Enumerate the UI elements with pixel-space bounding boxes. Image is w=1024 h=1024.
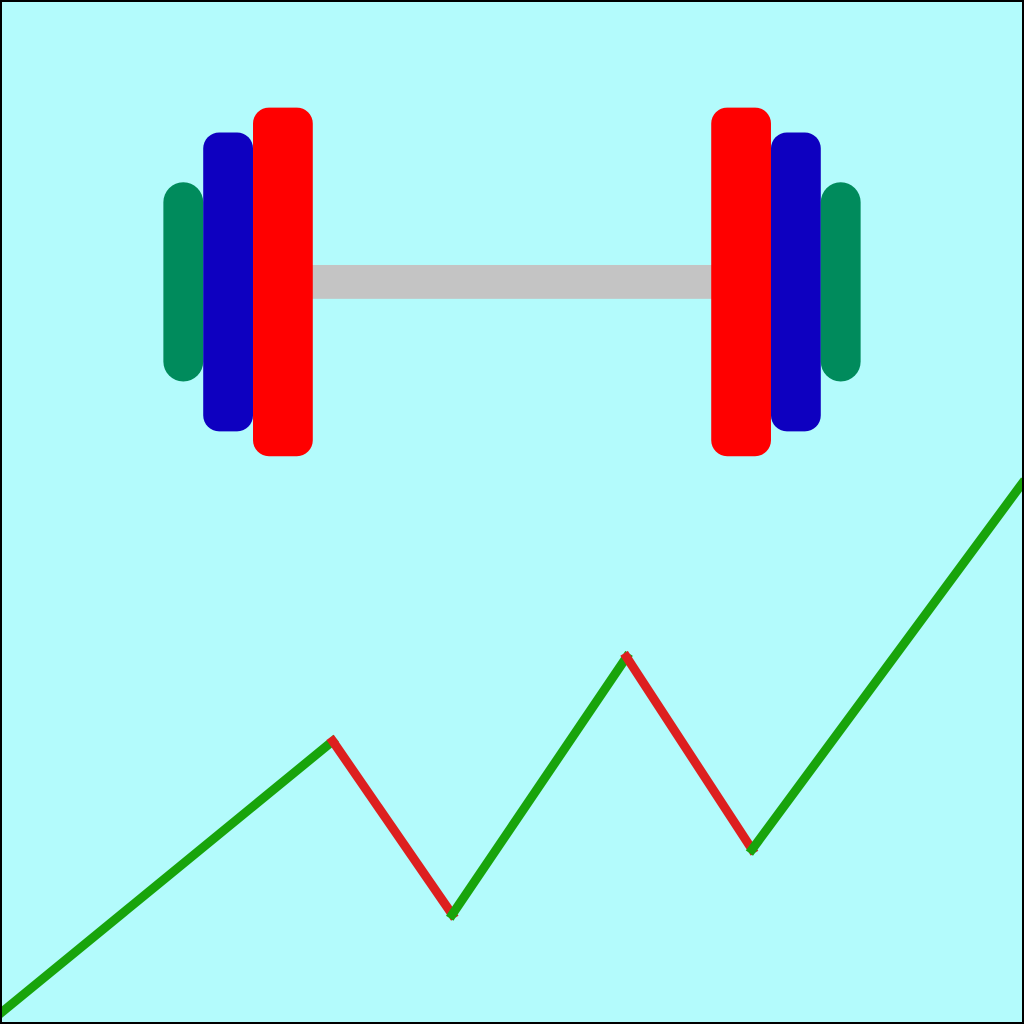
right-inner-plate — [711, 107, 771, 457]
progress-trend-line — [2, 477, 1022, 1018]
trend-segment-up — [2, 734, 340, 1018]
left-outer-plate — [163, 182, 204, 382]
right-outer-plate — [820, 182, 861, 382]
trend-segment-down — [326, 734, 459, 921]
trend-segment-up — [745, 477, 1022, 856]
left-inner-plate — [253, 107, 313, 457]
left-middle-plate — [203, 132, 254, 432]
right-middle-plate — [770, 132, 821, 432]
trend-segment-up — [446, 650, 633, 921]
dumbbell-icon — [163, 107, 861, 457]
trend-segment-down — [620, 650, 759, 856]
dumbbell-bar — [305, 264, 719, 299]
